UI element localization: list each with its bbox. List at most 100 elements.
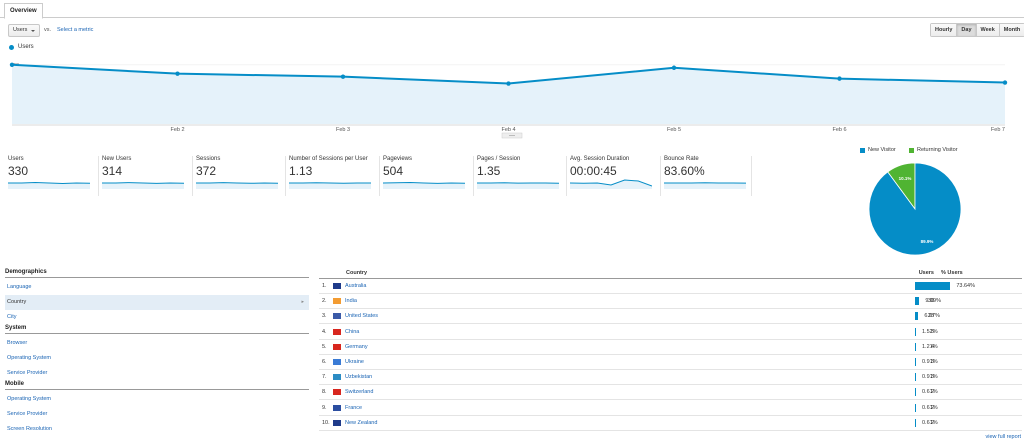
sparkline-area	[477, 182, 559, 189]
scorecard-value: 330	[8, 164, 29, 178]
week-button[interactable]: Week	[976, 24, 1000, 36]
country-link[interactable]: France	[345, 404, 363, 411]
pie-legend-new: New Visitor	[860, 147, 896, 153]
sidebar-item[interactable]: Service Provider	[5, 366, 309, 381]
sparkline-line	[8, 181, 90, 185]
country-link[interactable]: Uzbekistan	[345, 374, 373, 381]
sparkline	[664, 182, 746, 189]
day-button[interactable]: Day	[957, 24, 977, 36]
pie-legend-label: Returning Visitor	[917, 147, 958, 153]
users-point[interactable]	[671, 65, 677, 70]
table-row: 1.Australia24373.64%	[319, 279, 1022, 294]
sidebar-item[interactable]: Language	[5, 280, 309, 295]
x-tick-label: Feb 3	[336, 127, 350, 133]
scorecard[interactable]: Number of Sessions per User 1.13	[289, 156, 381, 196]
pie-legend-returning: Returning Visitor	[909, 147, 958, 153]
pct-bar	[915, 358, 916, 366]
scorecard[interactable]: Pages / Session 1.35	[477, 156, 569, 196]
table-row: 2. India 30 9.09%	[319, 294, 1022, 310]
sidebar-item[interactable]: Screen Resolution	[5, 422, 309, 437]
pct-users: 0.61%	[922, 389, 938, 396]
x-tick-label: Feb 7	[991, 127, 1005, 133]
users-legend-dot	[9, 45, 14, 50]
scorecard-divider	[660, 156, 661, 196]
pct-bar	[915, 418, 916, 427]
users-point[interactable]	[340, 74, 346, 79]
country-link[interactable]: India	[345, 298, 357, 305]
users-point[interactable]	[9, 62, 15, 67]
users-point[interactable]	[175, 71, 180, 76]
users-point[interactable]	[506, 81, 511, 86]
scorecard-divider	[192, 156, 193, 196]
scorecard-divider	[473, 156, 474, 196]
tab-overview[interactable]: Overview	[4, 3, 43, 19]
table-row: 6. Ukraine 3 0.91%	[319, 355, 1022, 370]
pct-users: 1.52%	[922, 328, 938, 335]
scorecard-label: New Users	[102, 156, 132, 162]
row-rank: 1.	[322, 283, 327, 289]
sidebar-item-label: Language	[7, 284, 32, 290]
x-tick-label: Feb 2	[170, 127, 184, 133]
scorecard[interactable]: Sessions 372	[196, 156, 288, 196]
pie-slice-label: 89.9%	[921, 239, 934, 244]
scorecard-value: 314	[102, 164, 123, 178]
country-link[interactable]: Ukraine	[345, 359, 364, 365]
view-full-report-link[interactable]: view full report	[985, 434, 1021, 440]
metric-select[interactable]: Users	[8, 24, 40, 37]
scorecard[interactable]: New Users 314	[102, 156, 194, 196]
pct-users: 1.21%	[922, 343, 938, 350]
sparkline-area	[196, 182, 278, 189]
country-link[interactable]: New Zealand	[345, 419, 378, 426]
users-count: 23	[927, 313, 934, 320]
country-link[interactable]: Germany	[345, 343, 368, 350]
scorecard-label: Pages / Session	[477, 156, 521, 162]
section-heading: Demographics	[5, 269, 309, 278]
pct-bar	[915, 297, 920, 306]
scorecard[interactable]: Bounce Rate 83.60%	[664, 156, 756, 196]
users-area	[12, 64, 1005, 124]
sidebar-item[interactable]: Service Provider	[5, 407, 309, 422]
sidebar-item-label: Operating System	[7, 396, 52, 402]
row-rank: 2.	[322, 298, 327, 305]
pct-users: 73.64%	[956, 283, 975, 289]
country-link[interactable]: United States	[345, 313, 379, 320]
pie-slice[interactable]	[868, 162, 962, 256]
sidebar-item[interactable]: City	[5, 310, 309, 325]
users-count: 2	[930, 419, 934, 426]
pct-bar	[915, 282, 951, 290]
scorecard-divider	[98, 156, 99, 196]
sidebar-item[interactable]: Operating System	[5, 392, 309, 407]
country-link[interactable]: Australia	[345, 283, 367, 289]
pct-bar	[915, 373, 916, 382]
table-row: 3. United States 23 6.97%	[319, 309, 1022, 325]
country-link[interactable]: China	[345, 328, 360, 335]
fr-flag-icon	[333, 404, 341, 411]
users-point[interactable]	[1002, 80, 1008, 85]
sidebar-item[interactable]: Browser	[5, 336, 309, 351]
row-rank: 3.	[322, 313, 327, 320]
hourly-button[interactable]: Hourly	[931, 24, 958, 36]
pct-users: 0.61%	[922, 404, 938, 411]
scorecard[interactable]: Avg. Session Duration 00:00:45	[570, 156, 662, 196]
visitor-pie-chart: 10.1% 89.9%	[868, 162, 962, 256]
scorecard[interactable]: Pageviews 504	[383, 156, 475, 196]
month-button[interactable]: Month	[999, 24, 1024, 36]
metric-select-label: Users	[13, 27, 28, 33]
table-row: 5. Germany 4 1.21%	[319, 340, 1022, 355]
scorecard[interactable]: Users 330	[8, 156, 100, 196]
row-rank: 7.	[322, 374, 327, 381]
chevron-down-icon	[31, 30, 35, 32]
pie-slice-label: 10.1%	[899, 176, 912, 181]
country-link[interactable]: Switzerland	[345, 389, 374, 396]
users-point[interactable]	[837, 76, 842, 81]
sidebar-item[interactable]: Operating System	[5, 351, 309, 366]
granularity-buttons: Hourly Day Week Month	[930, 23, 1024, 37]
new-visitor-swatch	[860, 147, 865, 153]
scorecard-label: Pageviews	[383, 156, 413, 162]
users-legend-label: Users	[18, 44, 34, 50]
section-heading: System	[5, 325, 309, 334]
select-metric-link[interactable]: Select a metric	[57, 27, 94, 33]
col-country: Country	[346, 270, 368, 276]
in-flag-icon	[333, 298, 341, 305]
sidebar-item[interactable]: Country ▸	[5, 295, 309, 310]
